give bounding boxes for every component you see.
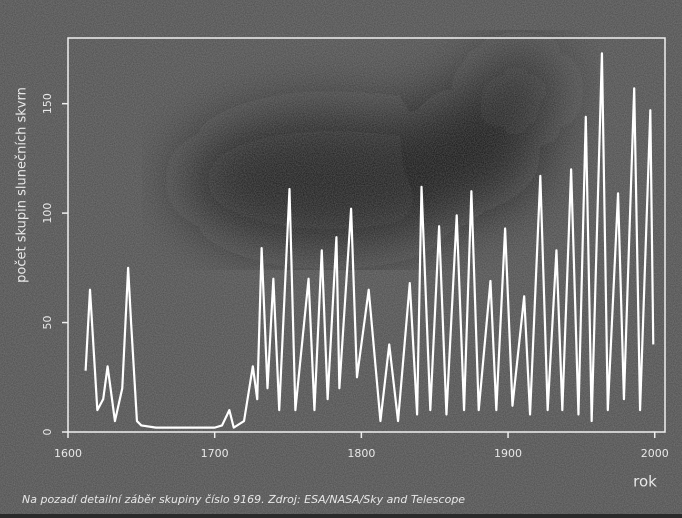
y-tick-label: 50: [41, 316, 54, 330]
plot-frame: [67, 37, 666, 433]
data-line: [84, 52, 655, 429]
x-tick-label: 2000: [641, 447, 669, 460]
y-tick-label: 0: [41, 429, 54, 436]
y-tick-label: 100: [41, 203, 54, 224]
y-tick-label: 150: [41, 93, 54, 114]
x-tick-label: 1900: [494, 447, 522, 460]
x-tick-label: 1800: [347, 447, 375, 460]
x-axis-label: rok: [633, 473, 657, 491]
x-tick-label: 1700: [201, 447, 229, 460]
y-axis-label: počet skupin slunečních skvrn: [15, 87, 30, 283]
caption: Na pozadí detailní záběr skupiny číslo 9…: [22, 493, 465, 506]
x-tick-label: 1600: [54, 447, 82, 460]
